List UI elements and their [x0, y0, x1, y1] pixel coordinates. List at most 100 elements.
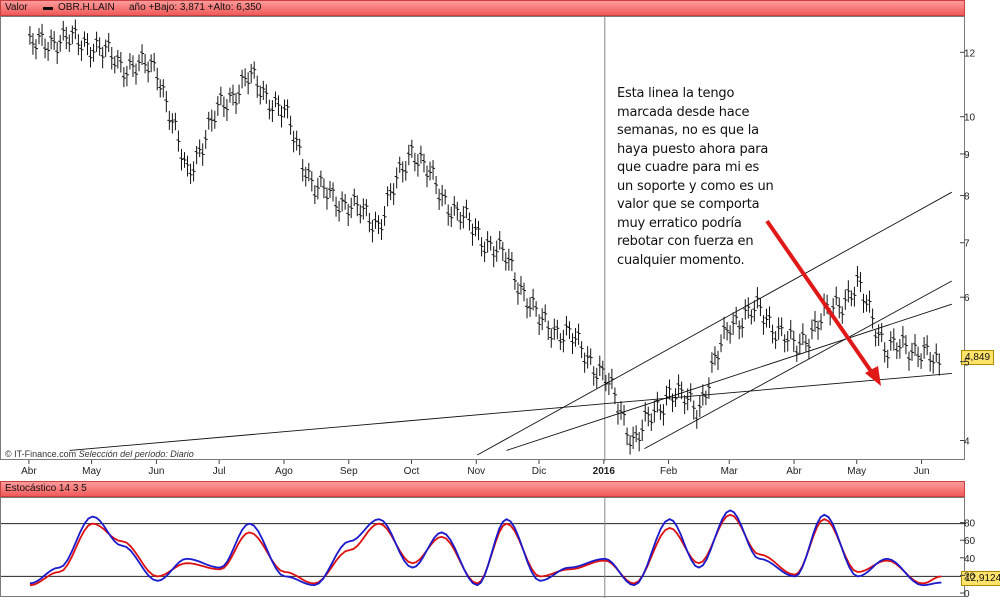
x-tick-label: Feb	[660, 466, 678, 477]
price-bar	[82, 31, 87, 47]
price-bar	[221, 96, 226, 118]
price-bar	[291, 130, 296, 153]
price-bar	[518, 275, 523, 295]
red-arrow-shaft	[765, 219, 877, 379]
stoch-y-tick-label: 60	[964, 536, 976, 547]
price-bar	[934, 343, 939, 363]
price-bar	[703, 390, 708, 406]
price-bar	[43, 38, 48, 59]
price-bar	[749, 309, 754, 325]
price-bar	[649, 413, 654, 431]
price-bar	[112, 56, 117, 74]
price-panel[interactable]: © IT-Finance.com Selección del período: …	[0, 16, 965, 461]
price-bar	[919, 353, 924, 369]
price-bar	[885, 349, 890, 369]
price-bar	[358, 204, 363, 224]
y-tick-label: 10	[964, 113, 976, 124]
price-bar	[682, 395, 687, 415]
price-bar	[491, 246, 496, 268]
price-bar	[61, 20, 66, 41]
x-tick-label: Jun	[148, 466, 164, 477]
price-bar	[558, 333, 563, 350]
price-bar	[273, 91, 278, 108]
price-bar	[352, 188, 357, 206]
price-bar	[76, 34, 81, 56]
price-bar	[588, 348, 593, 365]
price-bar	[109, 46, 114, 70]
price-bar	[294, 130, 299, 151]
price-bar	[752, 300, 757, 322]
price-bar	[27, 26, 32, 45]
trendline-1	[69, 372, 952, 451]
stochastic-panel[interactable]	[0, 497, 966, 598]
price-bar	[58, 35, 63, 52]
price-bar	[458, 211, 463, 230]
price-bar	[46, 41, 51, 61]
price-bar	[597, 355, 602, 377]
price-bar	[700, 384, 705, 406]
price-bar	[549, 328, 554, 348]
price-bar	[625, 427, 630, 446]
price-bar	[715, 350, 720, 371]
price-bar	[179, 148, 184, 171]
price-bar	[646, 406, 651, 427]
price-bar	[503, 252, 508, 271]
price-bar	[312, 185, 317, 205]
price-bar	[797, 333, 802, 355]
stoch-k-line	[29, 509, 942, 587]
price-bar	[937, 353, 942, 376]
price-bar	[731, 312, 736, 335]
price-bar	[327, 181, 332, 198]
stochastic-chart-svg	[1, 498, 966, 598]
price-bar	[376, 215, 381, 235]
price-panel-header: Valor ▬ OBR.H.LAIN año +Bajo: 3,871 +Alt…	[0, 0, 965, 16]
x-tick-label: May	[847, 466, 866, 477]
price-bar	[182, 152, 187, 168]
x-tick-label: Jul	[213, 466, 226, 477]
price-bar	[103, 39, 108, 57]
price-bar	[903, 335, 908, 355]
price-bar	[546, 320, 551, 341]
price-bar	[118, 51, 123, 73]
price-bar	[140, 44, 145, 65]
price-bar	[130, 55, 135, 78]
price-bar	[303, 166, 308, 187]
price-bar	[846, 280, 851, 303]
price-bar	[449, 206, 454, 228]
price-bar	[800, 323, 805, 346]
price-bar	[528, 297, 533, 317]
price-bar	[655, 391, 660, 413]
price-bar	[470, 223, 475, 246]
price-bar	[785, 330, 790, 352]
price-bar	[170, 113, 175, 134]
y-tick-label: 8	[964, 192, 970, 203]
price-bar	[315, 177, 320, 200]
price-bar	[337, 200, 342, 222]
price-bar	[240, 69, 245, 89]
price-bar	[64, 26, 69, 50]
price-bar	[185, 155, 190, 177]
price-bar	[521, 282, 526, 302]
price-bar	[579, 341, 584, 358]
price-bar	[543, 304, 548, 323]
price-bar	[615, 403, 620, 425]
x-tick-label: Abr	[786, 466, 802, 477]
y-tick-label: 5	[964, 358, 970, 369]
price-bar	[494, 240, 499, 262]
x-tick-label: Mar	[721, 466, 739, 477]
price-bar	[897, 338, 902, 359]
red-arrow-head	[865, 366, 881, 386]
price-bar	[261, 80, 266, 100]
price-bar	[509, 252, 514, 272]
x-tick-label: Sep	[340, 466, 358, 477]
price-bar	[873, 330, 878, 347]
price-bar	[428, 161, 433, 181]
price-bar	[512, 272, 517, 290]
price-bar	[152, 52, 157, 72]
trendline-3	[506, 303, 952, 451]
y-tick-label: 4	[964, 436, 970, 447]
price-bar	[397, 156, 402, 173]
price-bar	[343, 193, 348, 210]
price-bar	[452, 196, 457, 216]
price-bar	[819, 313, 824, 331]
